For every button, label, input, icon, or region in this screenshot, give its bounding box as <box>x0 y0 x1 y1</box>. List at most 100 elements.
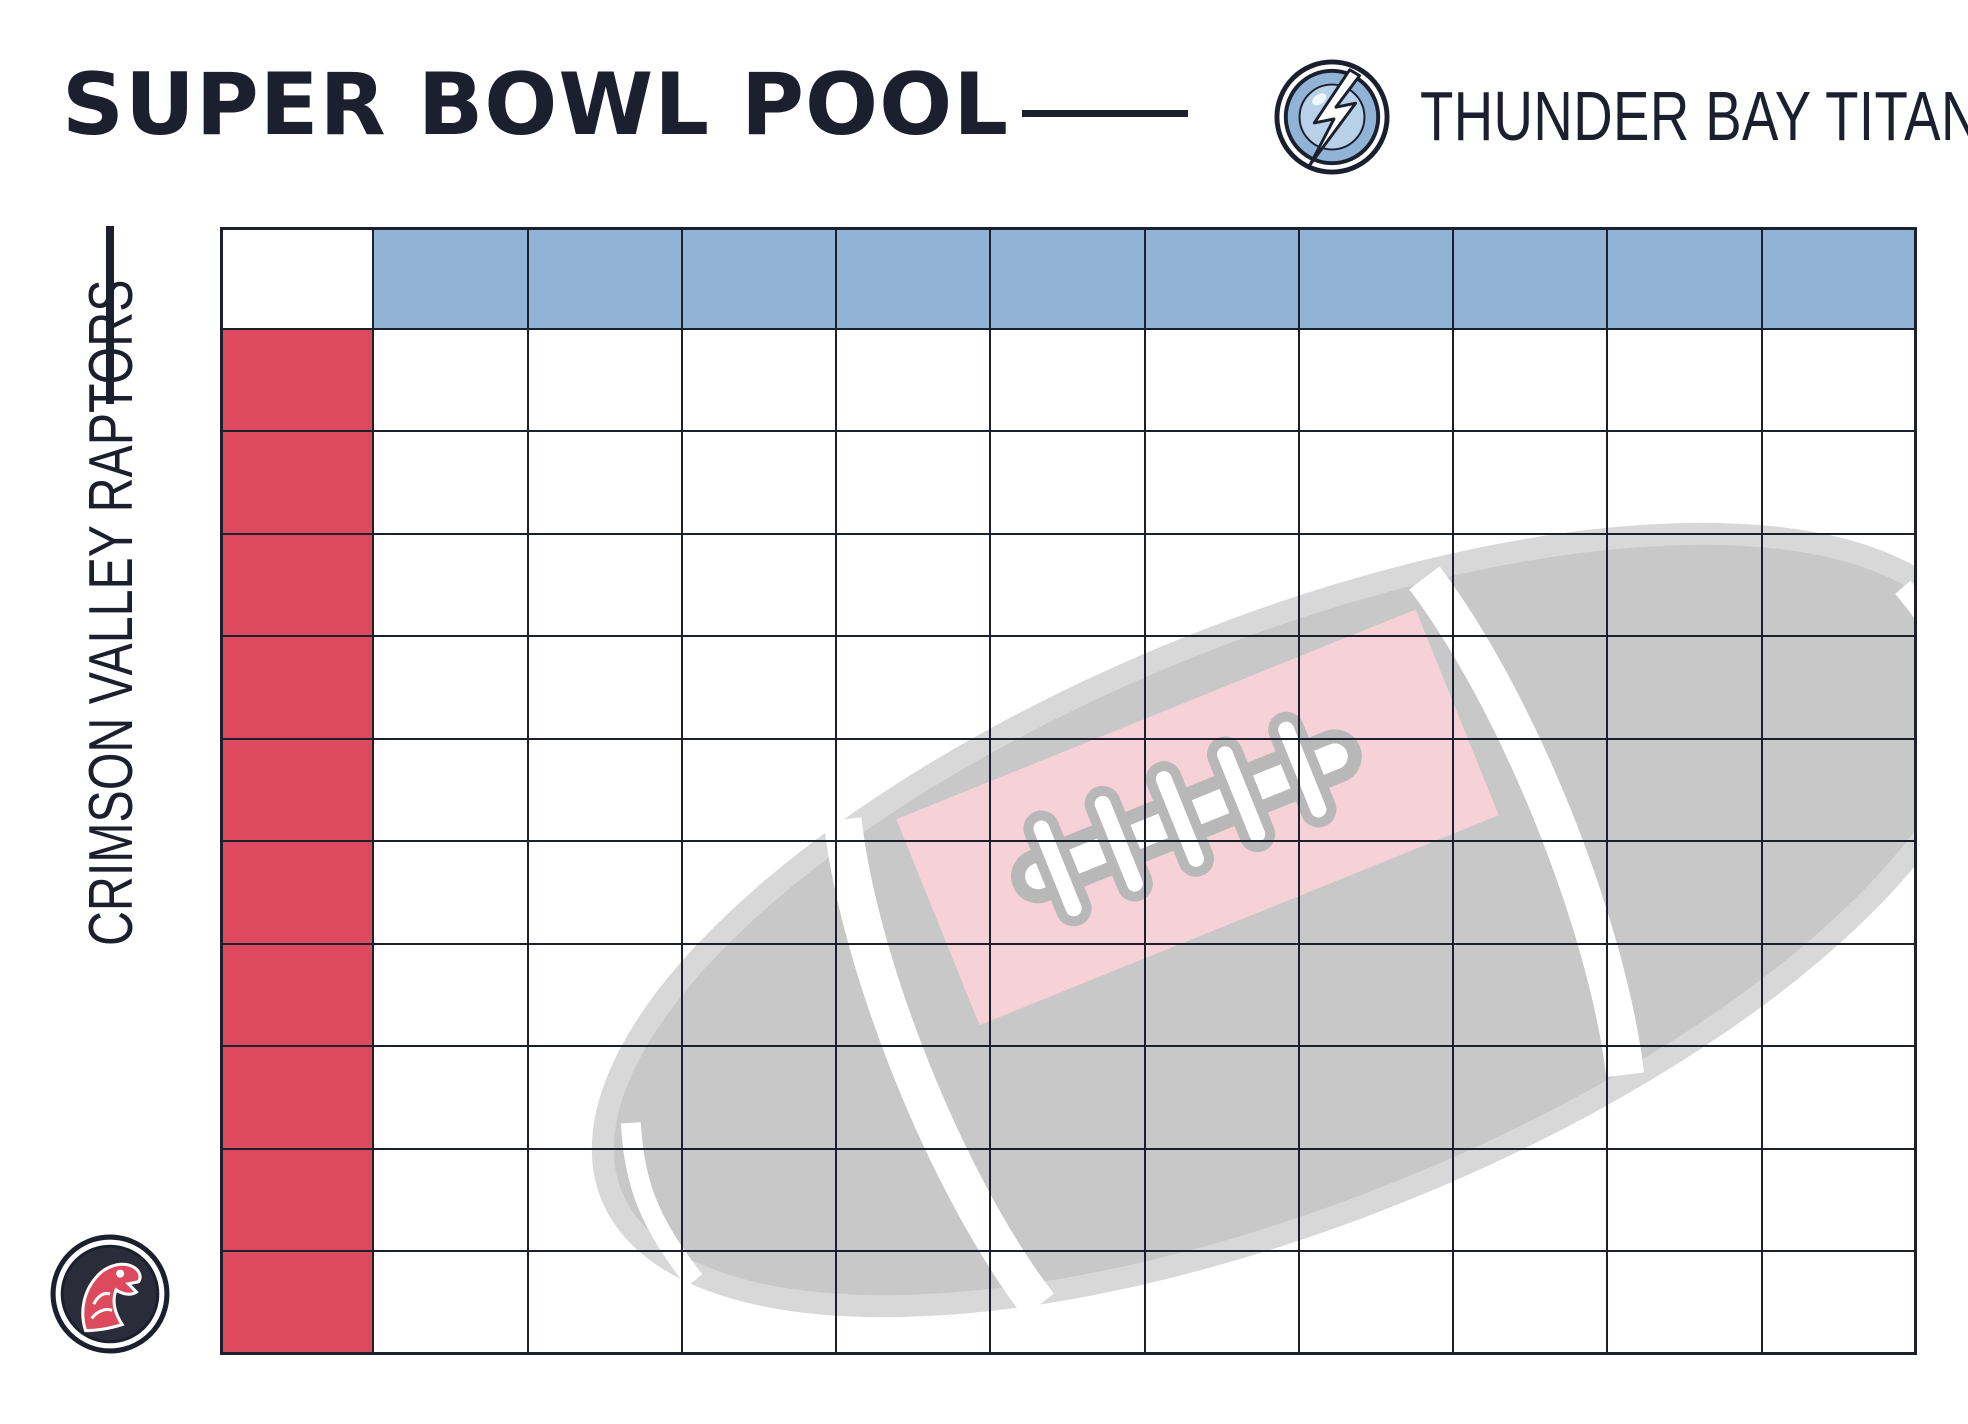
column-number-cell[interactable] <box>682 227 838 330</box>
column-number-cell[interactable] <box>991 227 1146 330</box>
column-number-cell[interactable] <box>1608 227 1763 330</box>
pool-square[interactable] <box>1454 637 1609 740</box>
pool-square[interactable] <box>991 329 1146 433</box>
pool-square[interactable] <box>1145 329 1300 433</box>
row-number-cell[interactable] <box>220 944 375 1048</box>
pool-square[interactable] <box>1145 534 1300 638</box>
pool-square[interactable] <box>1145 739 1300 843</box>
pool-square[interactable] <box>528 1252 683 1355</box>
pool-square[interactable] <box>991 944 1146 1048</box>
pool-square[interactable] <box>1299 842 1455 945</box>
pool-square[interactable] <box>528 739 683 843</box>
pool-square[interactable] <box>1454 944 1609 1048</box>
pool-square[interactable] <box>837 1047 992 1150</box>
pool-square[interactable] <box>1145 842 1300 945</box>
pool-square[interactable] <box>1608 739 1763 843</box>
row-number-cell[interactable] <box>220 842 375 945</box>
column-number-cell[interactable] <box>1762 227 1917 330</box>
pool-square[interactable] <box>682 1149 838 1253</box>
pool-square[interactable] <box>1454 1252 1609 1355</box>
pool-square[interactable] <box>1299 1047 1455 1150</box>
pool-square[interactable] <box>374 1252 529 1355</box>
pool-square[interactable] <box>991 1149 1146 1253</box>
pool-square[interactable] <box>682 432 838 535</box>
pool-square[interactable] <box>1608 432 1763 535</box>
pool-square[interactable] <box>374 739 529 843</box>
pool-square[interactable] <box>374 1047 529 1150</box>
pool-square[interactable] <box>682 637 838 740</box>
pool-square[interactable] <box>1454 432 1609 535</box>
pool-square[interactable] <box>837 329 992 433</box>
pool-square[interactable] <box>528 329 683 433</box>
row-number-cell[interactable] <box>220 534 375 638</box>
pool-square[interactable] <box>682 739 838 843</box>
pool-square[interactable] <box>1145 944 1300 1048</box>
pool-square[interactable] <box>837 842 992 945</box>
pool-square[interactable] <box>991 739 1146 843</box>
pool-square[interactable] <box>528 432 683 535</box>
pool-square[interactable] <box>837 637 992 740</box>
pool-square[interactable] <box>1299 329 1455 433</box>
pool-square[interactable] <box>1762 329 1917 433</box>
pool-square[interactable] <box>1762 1047 1917 1150</box>
pool-square[interactable] <box>374 944 529 1048</box>
pool-square[interactable] <box>1608 1047 1763 1150</box>
pool-square[interactable] <box>1299 432 1455 535</box>
pool-square[interactable] <box>1762 1149 1917 1253</box>
pool-square[interactable] <box>1145 1047 1300 1150</box>
pool-square[interactable] <box>1454 329 1609 433</box>
pool-square[interactable] <box>1762 1252 1917 1355</box>
pool-square[interactable] <box>374 432 529 535</box>
pool-square[interactable] <box>1608 842 1763 945</box>
column-number-cell[interactable] <box>1145 227 1300 330</box>
pool-square[interactable] <box>1454 534 1609 638</box>
column-number-cell[interactable] <box>528 227 683 330</box>
pool-square[interactable] <box>1145 432 1300 535</box>
pool-square[interactable] <box>1608 637 1763 740</box>
pool-square[interactable] <box>682 842 838 945</box>
pool-square[interactable] <box>528 842 683 945</box>
row-number-cell[interactable] <box>220 1047 375 1150</box>
column-number-cell[interactable] <box>374 227 529 330</box>
pool-square[interactable] <box>528 1047 683 1150</box>
pool-square[interactable] <box>1299 739 1455 843</box>
pool-square[interactable] <box>374 1149 529 1253</box>
pool-square[interactable] <box>1299 944 1455 1048</box>
pool-square[interactable] <box>682 329 838 433</box>
column-number-cell[interactable] <box>1299 227 1455 330</box>
pool-square[interactable] <box>1608 1252 1763 1355</box>
pool-square[interactable] <box>1762 534 1917 638</box>
pool-square[interactable] <box>682 534 838 638</box>
pool-square[interactable] <box>991 842 1146 945</box>
column-number-cell[interactable] <box>1454 227 1609 330</box>
pool-square[interactable] <box>991 637 1146 740</box>
pool-square[interactable] <box>837 432 992 535</box>
pool-square[interactable] <box>837 739 992 843</box>
pool-square[interactable] <box>1299 1252 1455 1355</box>
row-number-cell[interactable] <box>220 637 375 740</box>
pool-square[interactable] <box>837 944 992 1048</box>
pool-square[interactable] <box>528 637 683 740</box>
pool-square[interactable] <box>837 1149 992 1253</box>
pool-square[interactable] <box>682 1047 838 1150</box>
pool-square[interactable] <box>1454 1149 1609 1253</box>
row-number-cell[interactable] <box>220 329 375 433</box>
pool-square[interactable] <box>1762 944 1917 1048</box>
pool-square[interactable] <box>1608 1149 1763 1253</box>
pool-square[interactable] <box>1762 842 1917 945</box>
pool-square[interactable] <box>1145 1149 1300 1253</box>
pool-square[interactable] <box>682 944 838 1048</box>
pool-square[interactable] <box>1608 329 1763 433</box>
pool-square[interactable] <box>528 1149 683 1253</box>
pool-square[interactable] <box>1608 944 1763 1048</box>
pool-square[interactable] <box>837 1252 992 1355</box>
row-number-cell[interactable] <box>220 739 375 843</box>
row-number-cell[interactable] <box>220 432 375 535</box>
pool-square[interactable] <box>1299 1149 1455 1253</box>
pool-square[interactable] <box>1762 637 1917 740</box>
pool-square[interactable] <box>991 1047 1146 1150</box>
row-number-cell[interactable] <box>220 1252 375 1355</box>
pool-square[interactable] <box>991 432 1146 535</box>
pool-square[interactable] <box>991 534 1146 638</box>
row-number-cell[interactable] <box>220 1149 375 1253</box>
